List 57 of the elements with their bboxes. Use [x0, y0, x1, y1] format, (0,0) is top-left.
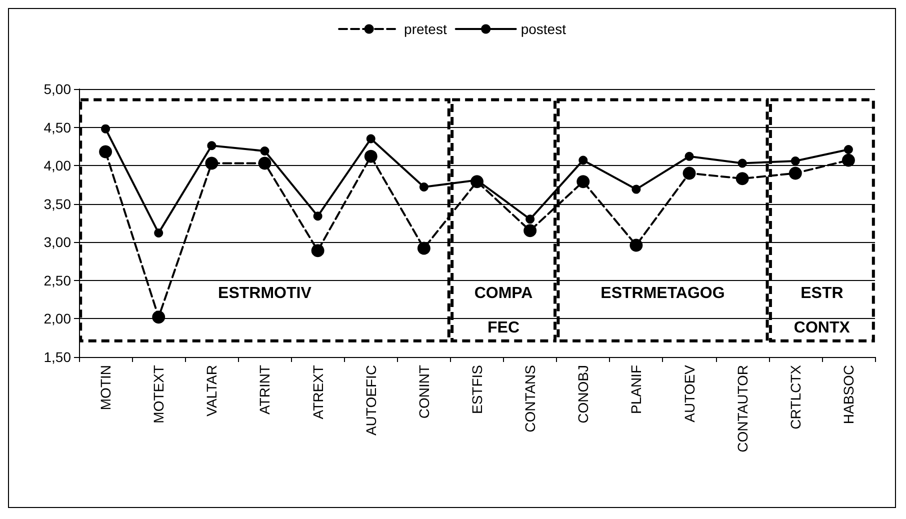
y-tick-label: 2,00 [44, 310, 72, 327]
x-tick-label: ATRINT [256, 364, 273, 415]
point [258, 156, 272, 170]
point [101, 124, 110, 134]
point [152, 310, 166, 324]
x-tick-label: CONOBJ [575, 365, 592, 424]
point [576, 175, 590, 188]
point [313, 212, 322, 221]
point [842, 154, 855, 167]
y-tick-label: 4,50 [44, 119, 72, 136]
y-tick-label: 1,50 [44, 349, 72, 365]
point [788, 166, 802, 180]
x-tick-label: AUTOEV [681, 364, 698, 422]
point [366, 134, 376, 144]
point [154, 228, 164, 238]
x-tick-label: AUTOEFIC [362, 365, 379, 436]
y-tick-label: 4,00 [44, 158, 72, 174]
band-label: ESTRMOTIV [218, 284, 312, 302]
band-label: ESTR CONTX [794, 284, 850, 336]
point [311, 244, 324, 258]
y-tick-label: 2,50 [44, 272, 72, 288]
point [630, 238, 643, 252]
legend-label: pretest [404, 21, 447, 37]
x-tick-label: CONTAUTOR [734, 365, 750, 452]
x-tick-label: CONTANS [522, 365, 538, 432]
point [364, 150, 378, 163]
point [790, 156, 800, 166]
x-tick-label: CRTLCTX [787, 364, 804, 430]
legend-label: postest [520, 21, 566, 37]
point [736, 172, 749, 186]
point [419, 182, 428, 192]
x-tick-label: VALTAR [204, 365, 220, 416]
x-tick-label: MOTIN [98, 365, 114, 410]
point [260, 146, 270, 156]
y-tick-label: 5,00 [44, 81, 72, 97]
y-tick-label: 3,50 [44, 196, 72, 212]
point [526, 214, 535, 224]
point [738, 158, 747, 168]
x-tick-label: PLANIF [628, 365, 644, 414]
point [682, 166, 696, 180]
point [632, 184, 641, 194]
band-label: ESTRMETAGOG [600, 284, 725, 302]
point [524, 224, 537, 238]
point [417, 242, 430, 255]
point [205, 156, 218, 170]
point [844, 144, 853, 154]
band-label: COMPA FEC [474, 284, 534, 336]
x-tick-label: ESTFIS [469, 365, 485, 414]
point [99, 145, 112, 158]
point [684, 152, 694, 161]
x-tick-label: CONINT [416, 364, 432, 419]
y-tick-label: 3,00 [44, 234, 72, 250]
x-tick-label: HABSOC [840, 365, 856, 424]
x-tick-label: ATREXT [310, 364, 326, 420]
point [578, 156, 588, 165]
x-tick-label: MOTEXT [150, 364, 167, 424]
point [207, 141, 216, 150]
